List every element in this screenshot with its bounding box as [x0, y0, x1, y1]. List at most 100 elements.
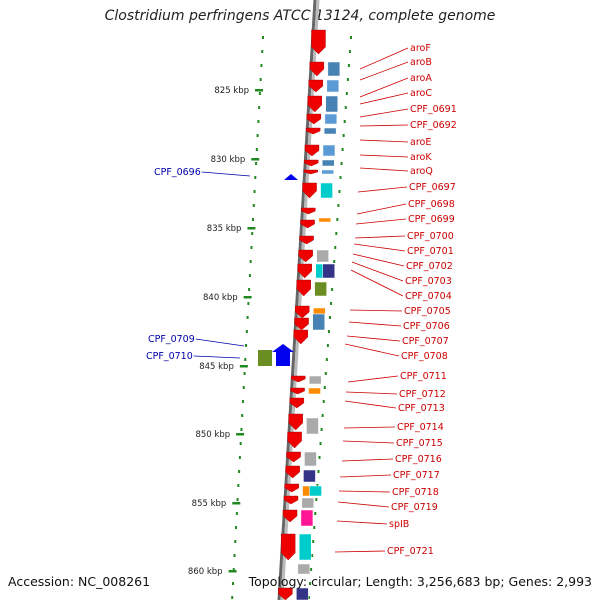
- forward-gene-arrow[interactable]: [306, 113, 322, 125]
- cog-dot: [334, 246, 337, 249]
- gene-label[interactable]: aroK: [410, 152, 432, 163]
- gene-label[interactable]: CPF_0721: [387, 546, 434, 557]
- forward-gene-arrow[interactable]: [304, 159, 319, 167]
- forward-gene-arrow[interactable]: [280, 533, 296, 561]
- forward-gene-arrow[interactable]: [303, 169, 318, 175]
- axis-dot: [231, 596, 234, 599]
- gene-label-leader: [338, 490, 391, 493]
- gene-label-leader: [347, 375, 399, 383]
- forward-gene-arrow[interactable]: [288, 413, 303, 431]
- forward-gene-arrow[interactable]: [302, 182, 317, 199]
- forward-gene-arrow[interactable]: [305, 127, 321, 135]
- forward-gene-arrow[interactable]: [291, 375, 306, 383]
- reverse-gene-arrow[interactable]: [272, 344, 294, 366]
- gene-label-leader: [353, 243, 406, 252]
- gene-label[interactable]: aroF: [410, 43, 431, 54]
- forward-gene-arrow[interactable]: [294, 317, 309, 331]
- cog-dot: [347, 64, 350, 67]
- forward-gene-arrow[interactable]: [299, 235, 314, 245]
- cog-dot: [316, 484, 319, 487]
- gene-label-reverse[interactable]: CPF_0709: [148, 334, 195, 345]
- gene-label[interactable]: CPF_0692: [410, 120, 457, 131]
- gene-label[interactable]: CPF_0708: [401, 351, 448, 362]
- cog-block: [312, 313, 325, 331]
- gene-label[interactable]: CPF_0706: [403, 321, 450, 332]
- gene-label[interactable]: CPF_0713: [398, 403, 445, 414]
- gene-label[interactable]: CPF_0717: [393, 470, 440, 481]
- forward-gene-arrow[interactable]: [309, 61, 325, 77]
- forward-gene-arrow[interactable]: [311, 29, 326, 55]
- forward-gene-arrow[interactable]: [286, 451, 301, 463]
- cog-block: [318, 217, 332, 223]
- axis-dot: [241, 400, 244, 403]
- gene-label[interactable]: CPF_0719: [391, 502, 438, 513]
- axis-dot: [250, 246, 253, 249]
- forward-gene-arrow[interactable]: [304, 144, 320, 157]
- forward-gene-arrow[interactable]: [297, 263, 312, 279]
- gene-label[interactable]: CPF_0691: [410, 104, 457, 115]
- gene-label[interactable]: CPF_0704: [405, 291, 452, 302]
- forward-gene-arrow[interactable]: [278, 587, 293, 600]
- gene-label[interactable]: CPF_0698: [408, 199, 455, 210]
- gene-label[interactable]: CPF_0699: [408, 214, 455, 225]
- axis-dot: [239, 442, 242, 445]
- cog-dot: [308, 596, 310, 599]
- forward-gene-arrow[interactable]: [295, 305, 310, 319]
- axis-dot: [237, 484, 240, 487]
- gene-label-reverse[interactable]: CPF_0696: [154, 167, 201, 178]
- gene-label[interactable]: CPF_0711: [400, 371, 447, 382]
- cog-dot: [323, 386, 326, 389]
- gene-label-leader: [359, 154, 409, 158]
- forward-gene-arrow[interactable]: [284, 483, 299, 493]
- axis-dot: [246, 316, 249, 319]
- gene-label[interactable]: aroC: [410, 88, 432, 99]
- forward-gene-arrow[interactable]: [301, 207, 316, 215]
- gene-label[interactable]: CPF_0705: [404, 306, 451, 317]
- cog-block: [298, 533, 312, 561]
- gene-label[interactable]: CPF_0700: [407, 231, 454, 242]
- gene-label[interactable]: CPF_0702: [406, 261, 453, 272]
- forward-gene-arrow[interactable]: [290, 387, 305, 395]
- forward-gene-arrow[interactable]: [300, 219, 315, 229]
- gene-label-leader: [348, 321, 402, 327]
- forward-gene-arrow[interactable]: [307, 95, 322, 113]
- cog-dot: [346, 78, 349, 81]
- gene-label[interactable]: aroB: [410, 57, 432, 68]
- gene-label-reverse[interactable]: CPF_0710: [146, 351, 193, 362]
- forward-gene-arrow[interactable]: [298, 249, 313, 263]
- forward-gene-arrow[interactable]: [282, 509, 298, 523]
- forward-gene-arrow[interactable]: [285, 465, 300, 479]
- gene-label-leader: [356, 203, 407, 215]
- cog-block: [306, 417, 319, 435]
- gene-label[interactable]: CPF_0703: [405, 276, 452, 287]
- gene-label[interactable]: CPF_0715: [396, 438, 443, 449]
- gene-label[interactable]: aroA: [410, 73, 432, 84]
- gene-label[interactable]: spIB: [389, 519, 409, 530]
- cog-block: [322, 263, 335, 279]
- gene-label[interactable]: aroE: [410, 137, 431, 148]
- gene-label[interactable]: CPF_0697: [409, 182, 456, 193]
- cog-category-blocks: [296, 61, 341, 600]
- reverse-gene-arrow[interactable]: [284, 174, 298, 180]
- forward-gene-arrow[interactable]: [296, 279, 311, 297]
- gene-label[interactable]: CPF_0716: [395, 454, 442, 465]
- cog-dot: [312, 540, 315, 543]
- forward-gene-arrow[interactable]: [283, 495, 299, 505]
- gene-label[interactable]: CPF_0712: [399, 389, 446, 400]
- cog-dot: [343, 120, 346, 123]
- gene-label[interactable]: aroQ: [410, 166, 433, 177]
- gene-label-leader: [359, 124, 409, 127]
- gene-label[interactable]: CPF_0714: [397, 422, 444, 433]
- forward-gene-arrow[interactable]: [289, 397, 305, 409]
- cog-block: [327, 61, 341, 77]
- gene-label[interactable]: CPF_0707: [402, 336, 449, 347]
- cog-dot: [311, 554, 314, 557]
- gene-label-leader: [344, 343, 400, 357]
- forward-gene-arrow[interactable]: [293, 329, 308, 345]
- gene-label[interactable]: CPF_0701: [407, 246, 454, 257]
- forward-gene-arrow[interactable]: [287, 431, 302, 449]
- forward-gene-arrow[interactable]: [308, 79, 324, 93]
- gene-label[interactable]: CPF_0718: [392, 487, 439, 498]
- gene-label-leader: [359, 61, 409, 81]
